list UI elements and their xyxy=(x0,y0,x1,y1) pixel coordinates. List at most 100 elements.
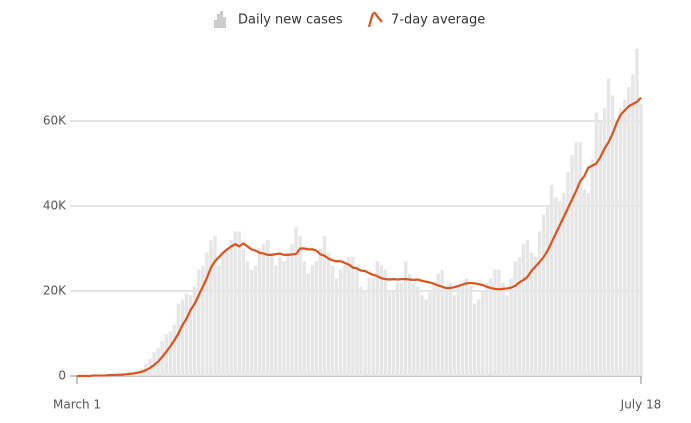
bar xyxy=(517,257,521,376)
bar xyxy=(627,87,631,376)
bar xyxy=(229,240,233,376)
bar xyxy=(249,269,254,376)
bar xyxy=(639,104,643,376)
bar xyxy=(610,95,615,376)
bar xyxy=(310,265,315,376)
bar xyxy=(172,325,177,376)
bar xyxy=(270,252,274,376)
legend-line-icon xyxy=(367,11,383,28)
bar xyxy=(444,286,448,376)
bar xyxy=(497,269,501,376)
bar xyxy=(261,244,266,376)
bar xyxy=(541,214,546,376)
bar xyxy=(505,295,509,376)
bar xyxy=(476,299,481,376)
bar xyxy=(375,261,379,376)
bar xyxy=(192,286,197,376)
x-tick-label: March 1 xyxy=(53,398,101,412)
bar xyxy=(274,265,278,376)
bar xyxy=(472,303,477,376)
bar xyxy=(217,265,221,376)
bar xyxy=(619,108,623,376)
average-line xyxy=(77,96,642,378)
bar xyxy=(245,261,250,376)
bar xyxy=(225,248,229,376)
bar xyxy=(464,278,469,376)
bar xyxy=(367,278,371,376)
bar xyxy=(286,252,290,376)
bar xyxy=(205,252,209,376)
legend: Daily new cases 7-day average xyxy=(214,11,485,28)
bar xyxy=(330,265,335,376)
bar xyxy=(452,295,457,376)
bar xyxy=(322,235,327,376)
bar xyxy=(460,282,465,376)
bar xyxy=(562,193,566,376)
bar xyxy=(221,252,225,376)
bar xyxy=(164,334,168,376)
bar xyxy=(513,261,517,376)
bar xyxy=(598,121,603,376)
bar xyxy=(213,235,217,376)
bar xyxy=(590,159,595,376)
bar xyxy=(570,155,574,376)
legend-label: Daily new cases xyxy=(238,13,343,28)
y-tick-label: 20K xyxy=(43,284,67,298)
bar xyxy=(298,235,302,376)
bar xyxy=(391,291,396,376)
bar xyxy=(160,341,164,376)
bar xyxy=(550,184,554,376)
bar xyxy=(432,282,436,376)
bar xyxy=(403,261,408,376)
bar xyxy=(533,257,538,376)
bar xyxy=(387,291,392,376)
bar xyxy=(399,282,404,376)
bar xyxy=(594,112,599,376)
bar xyxy=(545,206,550,376)
bar xyxy=(339,269,343,376)
bar xyxy=(574,142,578,376)
bar xyxy=(201,265,205,376)
bar xyxy=(318,248,323,376)
bar xyxy=(554,197,558,376)
bar xyxy=(635,48,639,376)
bar xyxy=(294,227,298,376)
bar xyxy=(371,278,375,376)
bar xyxy=(253,265,258,376)
bar xyxy=(501,282,505,376)
bar xyxy=(424,299,428,376)
bars xyxy=(75,48,643,376)
bar xyxy=(168,331,173,376)
legend-bar-icon xyxy=(214,11,226,28)
bar xyxy=(578,142,582,376)
bar xyxy=(529,252,534,376)
bar xyxy=(428,291,432,376)
bar xyxy=(481,291,485,376)
bar xyxy=(257,248,262,376)
x-tick-label: July 18 xyxy=(620,398,662,412)
bar xyxy=(395,282,400,376)
bar xyxy=(509,278,513,376)
bar xyxy=(233,231,237,376)
bar xyxy=(266,240,270,376)
bar xyxy=(347,257,351,376)
bar xyxy=(558,201,562,376)
bar xyxy=(209,240,213,376)
bar xyxy=(363,291,367,376)
bar xyxy=(197,269,201,376)
bar xyxy=(306,274,310,376)
bar xyxy=(314,261,319,376)
bar xyxy=(614,121,619,376)
bar xyxy=(631,74,635,376)
bar xyxy=(537,231,542,376)
bar xyxy=(180,299,185,376)
bar xyxy=(282,261,286,376)
bar xyxy=(602,108,607,376)
bar xyxy=(525,240,530,376)
bar xyxy=(383,269,388,376)
bar xyxy=(351,257,355,376)
bar xyxy=(184,293,189,376)
y-tick-label: 40K xyxy=(43,199,67,213)
bar xyxy=(334,278,339,376)
